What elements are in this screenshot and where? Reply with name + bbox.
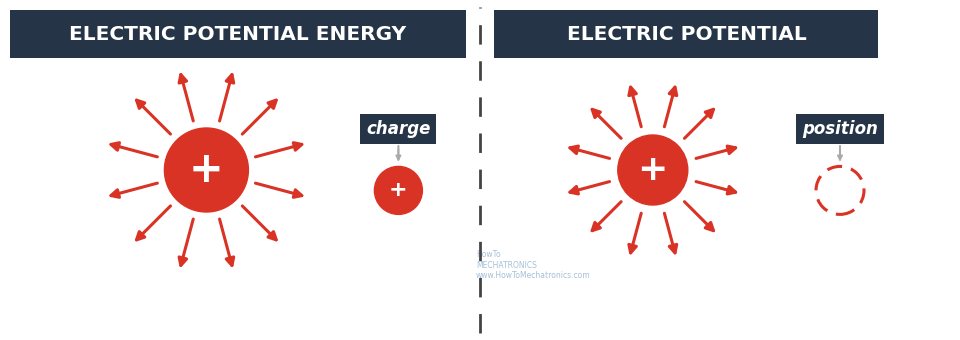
Circle shape xyxy=(374,166,422,215)
Text: ELECTRIC POTENTIAL: ELECTRIC POTENTIAL xyxy=(566,24,806,44)
Text: +: + xyxy=(189,149,224,191)
Text: ELECTRIC POTENTIAL ENERGY: ELECTRIC POTENTIAL ENERGY xyxy=(69,24,406,44)
Text: HowTo
MECHATRONICS
www.HowToMechatronics.com: HowTo MECHATRONICS www.HowToMechatronics… xyxy=(476,250,590,280)
Text: +: + xyxy=(389,181,408,200)
FancyBboxPatch shape xyxy=(10,10,466,58)
Text: position: position xyxy=(802,120,878,138)
FancyBboxPatch shape xyxy=(494,10,878,58)
Text: charge: charge xyxy=(366,120,431,138)
Text: +: + xyxy=(637,153,668,187)
Circle shape xyxy=(164,128,249,212)
Circle shape xyxy=(618,135,687,205)
